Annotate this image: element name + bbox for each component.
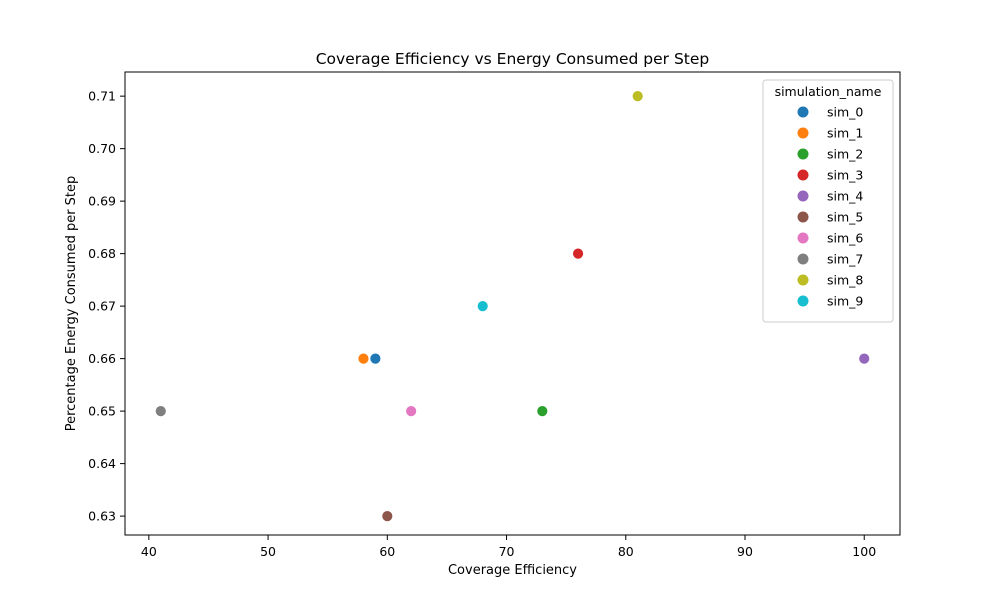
- y-tick-label: 0.64: [88, 456, 116, 471]
- data-point-sim_5: [381, 510, 394, 523]
- x-tick-label: 40: [141, 544, 157, 559]
- y-tick-label: 0.71: [88, 89, 116, 104]
- y-tick-label: 0.65: [88, 404, 116, 419]
- y-axis-label: Percentage Energy Consumed per Step: [64, 176, 79, 432]
- legend-label-sim_7: sim_7: [827, 252, 863, 267]
- legend-marker-sim_5: [797, 211, 809, 223]
- x-tick-label: 70: [499, 544, 515, 559]
- plot-area: [154, 90, 871, 523]
- y-tick-label: 0.66: [88, 351, 116, 366]
- data-point-sim_6: [405, 405, 418, 418]
- legend-marker-sim_7: [797, 253, 809, 265]
- legend-marker-sim_1: [797, 127, 809, 139]
- legend-marker-sim_4: [797, 190, 809, 202]
- legend: simulation_name sim_0 sim_1 sim_2 sim_3 sim_4…: [762, 79, 894, 323]
- x-axis-ticks: 40 50 60 70 80 90 100: [141, 535, 876, 559]
- y-tick-label: 0.70: [88, 141, 116, 156]
- data-point-sim_3: [572, 247, 584, 260]
- x-tick-label: 90: [737, 544, 753, 559]
- x-tick-label: 80: [618, 544, 634, 559]
- data-point-sim_1: [357, 352, 370, 365]
- legend-marker-sim_8: [797, 274, 809, 286]
- legend-marker-sim_0: [797, 106, 809, 118]
- legend-marker-sim_3: [797, 169, 809, 181]
- y-axis-ticks: 0.63 0.64 0.65 0.66 0.67 0.68 0.69 0.70 0.71: [88, 89, 125, 524]
- x-tick-label: 60: [379, 544, 395, 559]
- legend-marker-sim_9: [797, 295, 809, 307]
- y-tick-label: 0.69: [88, 194, 116, 209]
- legend-label-sim_3: sim_3: [827, 168, 863, 183]
- legend-label-sim_8: sim_8: [827, 273, 863, 288]
- x-axis-label: Coverage Efficiency: [448, 563, 577, 578]
- data-point-sim_0: [369, 352, 382, 365]
- chart-title: Coverage Efficiency vs Energy Consumed p…: [316, 50, 710, 68]
- data-point-sim_2: [536, 405, 549, 418]
- data-point-sim_7: [154, 405, 167, 418]
- legend-label-sim_2: sim_2: [827, 147, 863, 162]
- y-tick-label: 0.67: [88, 299, 116, 314]
- legend-label-sim_1: sim_1: [827, 126, 863, 141]
- data-point-sim_4: [858, 352, 871, 365]
- data-point-sim_9: [476, 300, 489, 313]
- y-tick-label: 0.68: [88, 246, 116, 261]
- axes-frame: [124, 71, 901, 536]
- data-point-sim_8: [631, 90, 644, 103]
- legend-label-sim_9: sim_9: [827, 294, 863, 309]
- legend-label-sim_0: sim_0: [827, 105, 863, 120]
- legend-label-sim_6: sim_6: [827, 231, 863, 246]
- legend-box: [762, 79, 894, 323]
- legend-marker-sim_2: [797, 148, 809, 160]
- legend-label-sim_5: sim_5: [827, 210, 863, 225]
- x-tick-label: 50: [260, 544, 276, 559]
- legend-marker-sim_6: [797, 232, 809, 244]
- legend-title: simulation_name: [775, 84, 882, 99]
- x-tick-label: 100: [852, 544, 876, 559]
- y-tick-label: 0.63: [88, 509, 116, 524]
- legend-label-sim_4: sim_4: [827, 189, 863, 204]
